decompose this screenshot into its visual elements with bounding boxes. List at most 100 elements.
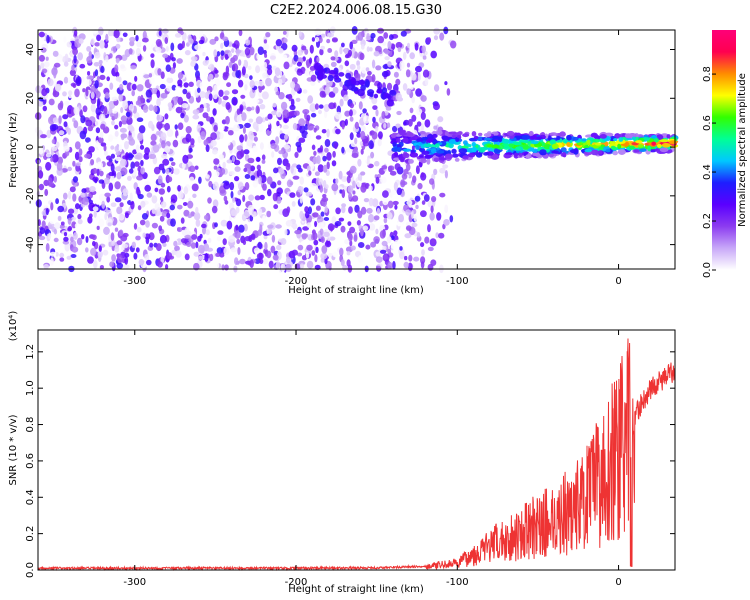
- heatmap-cell: [90, 38, 95, 46]
- heatmap-cell: [347, 221, 352, 227]
- heatmap-cell: [158, 163, 165, 171]
- heatmap-cell: [351, 39, 358, 45]
- heatmap-cell: [300, 186, 304, 193]
- heatmap-cell: [116, 191, 122, 198]
- heatmap-cell: [111, 96, 118, 102]
- heatmap-cell: [97, 98, 101, 107]
- heatmap-cell: [96, 168, 100, 176]
- heatmap-cell: [115, 166, 122, 172]
- heatmap-cell: [153, 166, 161, 175]
- heatmap-cell: [226, 104, 231, 110]
- x-tick-label: -100: [446, 276, 469, 287]
- heatmap-cell: [381, 165, 388, 170]
- heatmap-cell: [108, 134, 114, 142]
- heatmap-cell: [68, 208, 75, 214]
- heatmap-cell: [338, 217, 345, 222]
- heatmap-cell: [153, 105, 158, 113]
- heatmap-cell: [190, 61, 196, 67]
- heatmap-cell: [187, 200, 194, 209]
- heatmap-cell: [377, 27, 384, 34]
- heatmap-cell: [254, 195, 261, 201]
- y-tick-label: 0.0: [25, 562, 36, 578]
- heatmap-cell: [161, 153, 168, 159]
- heatmap-cell: [235, 198, 242, 207]
- heatmap-cell: [424, 77, 429, 86]
- heatmap-cell: [335, 30, 341, 39]
- heatmap-cell: [230, 247, 238, 253]
- heatmap-cell: [93, 62, 100, 67]
- heatmap-cell: [356, 180, 362, 188]
- heatmap-cell: [202, 51, 206, 57]
- heatmap-cell: [165, 168, 170, 175]
- heatmap-cell: [139, 219, 146, 226]
- heatmap-cell: [237, 79, 244, 88]
- heatmap-cell: [234, 257, 239, 265]
- heatmap-cell: [441, 135, 449, 141]
- heatmap-cell: [438, 157, 447, 161]
- heatmap-cell: [258, 175, 262, 185]
- heatmap-cell: [396, 147, 402, 152]
- heatmap-cell: [119, 127, 127, 133]
- colorbar-ticks: 0.0 0.2 0.4 0.6 0.8: [702, 66, 716, 278]
- heatmap-cell: [514, 142, 522, 146]
- heatmap-cell: [374, 160, 380, 167]
- heatmap-cell: [431, 239, 436, 244]
- heatmap-cell: [105, 54, 109, 63]
- heatmap-cell: [125, 111, 131, 117]
- heatmap-cell: [95, 215, 101, 221]
- heatmap-cell: [43, 264, 49, 269]
- heatmap-cell: [305, 191, 313, 197]
- heatmap-cell: [331, 38, 338, 43]
- heatmap-cell: [235, 49, 242, 54]
- heatmap-cell: [386, 82, 393, 91]
- heatmap-cell: [291, 163, 298, 168]
- heatmap-cell: [449, 215, 454, 223]
- heatmap-cell: [213, 158, 220, 165]
- heatmap-cell: [98, 179, 105, 184]
- heatmap-cell: [590, 132, 598, 138]
- heatmap-cell: [125, 152, 129, 161]
- heatmap-cell: [118, 144, 123, 153]
- heatmap-cell: [164, 113, 169, 120]
- heatmap-cell: [294, 229, 302, 235]
- heatmap-cell: [160, 71, 165, 79]
- heatmap-cell: [638, 148, 647, 152]
- heatmap-cell: [282, 124, 289, 130]
- heatmap-cell: [360, 130, 366, 140]
- heatmap-cell: [64, 53, 69, 62]
- heatmap-cell: [114, 130, 119, 137]
- heatmap-cell: [38, 235, 46, 241]
- heatmap-cell: [366, 33, 370, 40]
- heatmap-cell: [393, 181, 398, 191]
- heatmap-cell: [323, 217, 330, 221]
- heatmap-cell: [181, 103, 189, 109]
- heatmap-cell: [197, 87, 201, 93]
- heatmap-cell: [377, 35, 385, 44]
- heatmap-cell: [136, 41, 142, 48]
- heatmap-cell: [360, 184, 367, 193]
- heatmap-cell: [128, 138, 136, 146]
- heatmap-cell: [41, 88, 48, 97]
- heatmap-cell: [59, 257, 65, 262]
- heatmap-cell: [143, 74, 150, 79]
- heatmap-cell: [177, 204, 183, 210]
- heatmap-cell: [210, 139, 217, 147]
- heatmap-cell: [53, 69, 57, 79]
- heatmap-cell: [321, 129, 327, 134]
- heatmap-cell: [246, 138, 253, 147]
- heatmap-cell: [360, 206, 367, 215]
- heatmap-cell: [136, 84, 144, 92]
- heatmap-cell: [321, 245, 328, 254]
- heatmap-cell: [310, 80, 316, 86]
- heatmap-cell: [341, 205, 346, 214]
- heatmap-cell: [292, 175, 300, 180]
- heatmap-cell: [47, 224, 53, 229]
- heatmap-cell: [235, 70, 241, 79]
- y-tick-label: 1.2: [25, 344, 36, 360]
- heatmap-cell: [73, 54, 77, 64]
- heatmap-cell: [285, 220, 293, 227]
- heatmap-cell: [373, 93, 379, 99]
- heatmap-cell: [320, 258, 325, 263]
- heatmap-cell: [103, 144, 107, 152]
- heatmap-cell: [252, 99, 260, 104]
